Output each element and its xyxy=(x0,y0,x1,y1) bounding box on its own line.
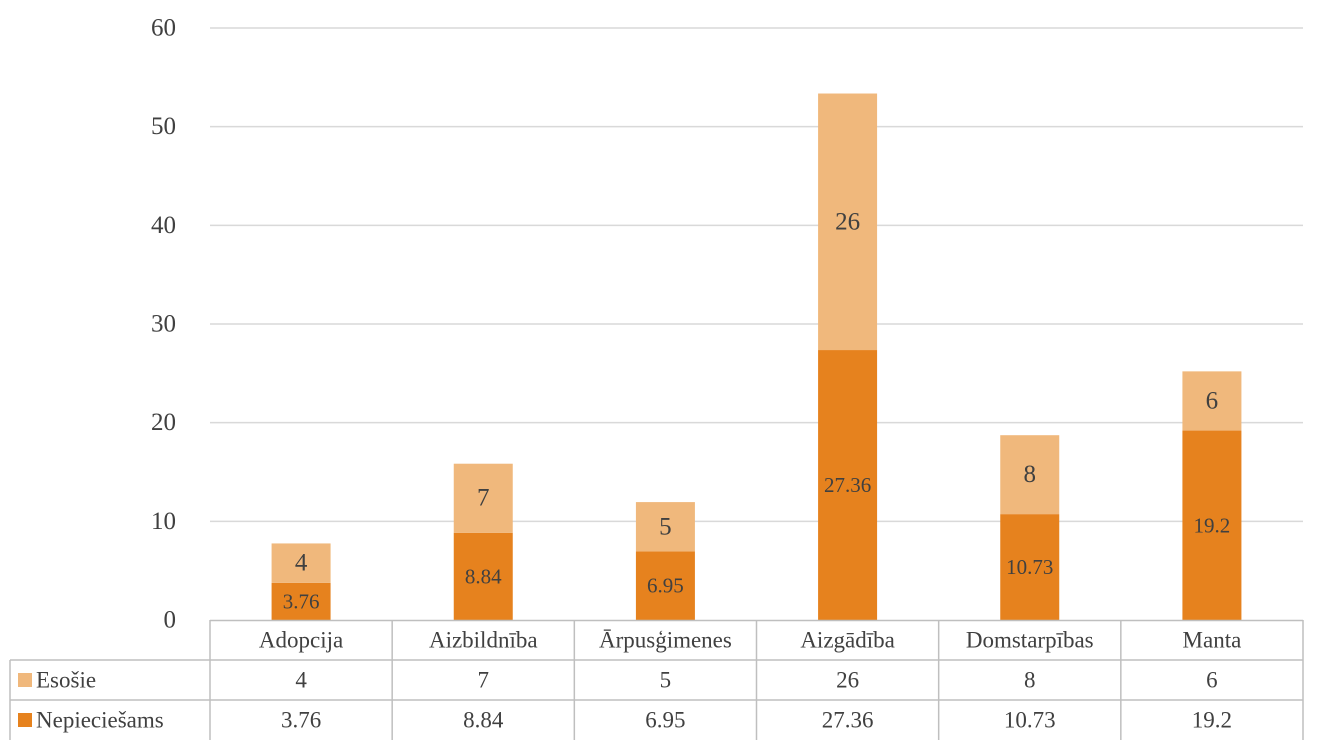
table-cell-value: 7 xyxy=(478,668,490,693)
x-category-label: Adopcija xyxy=(259,628,343,653)
bar-segment xyxy=(635,502,695,552)
bar-segment xyxy=(453,463,513,533)
data-label: 3.76 xyxy=(283,589,320,613)
data-label: 27.36 xyxy=(824,473,871,497)
y-tick-label: 60 xyxy=(151,15,176,42)
legend-label: Nepieciešams xyxy=(36,708,164,733)
table-cell-value: 8 xyxy=(1024,668,1036,693)
x-category-label: Manta xyxy=(1183,628,1242,653)
bar-segment xyxy=(635,551,695,620)
table-cell-value: 8.84 xyxy=(463,708,504,733)
table-cell-value: 5 xyxy=(660,668,672,693)
y-tick-label: 10 xyxy=(151,508,176,535)
data-label: 5 xyxy=(659,513,672,540)
data-labels: 3.76 4 8.84 7 6.95 5 27.36 26 10.73 8 19.2 6 xyxy=(283,208,1231,613)
legend-swatch xyxy=(18,673,32,687)
legend-label: Esošie xyxy=(36,668,96,693)
table-cell-value: 27.36 xyxy=(822,708,874,733)
data-label: 4 xyxy=(295,550,308,577)
y-tick-label: 40 xyxy=(151,212,176,239)
data-label: 6.95 xyxy=(647,574,684,598)
table-cell-value: 10.73 xyxy=(1004,708,1056,733)
data-label: 10.73 xyxy=(1006,555,1053,579)
x-category-label: Aizbildnība xyxy=(429,628,538,653)
bar-segment xyxy=(453,532,513,620)
gridlines xyxy=(210,27,1303,523)
data-label: 19.2 xyxy=(1194,513,1231,537)
y-axis: 0 10 20 30 40 50 60 xyxy=(151,15,176,634)
bars xyxy=(271,93,1242,620)
bar-segment xyxy=(271,543,331,583)
table-cell-value: 19.2 xyxy=(1192,708,1232,733)
data-label: 7 xyxy=(477,485,490,512)
data-label: 6 xyxy=(1206,387,1219,414)
bar-segment xyxy=(1000,514,1060,620)
data-label: 26 xyxy=(835,208,860,235)
table-cell-value: 3.76 xyxy=(281,708,321,733)
data-table: Adopcija Aizbildnība Ārpusģimenes Aizgādība… xyxy=(9,619,1304,740)
table-cell-value: 6 xyxy=(1206,668,1218,693)
x-category-label: Domstarpības xyxy=(966,628,1094,653)
data-label: 8 xyxy=(1024,461,1037,488)
x-category-label: Ārpusģimenes xyxy=(599,628,732,653)
data-label: 8.84 xyxy=(465,564,502,588)
bar-segment xyxy=(818,350,878,620)
y-tick-label: 50 xyxy=(151,113,176,140)
x-category-label: Aizgādība xyxy=(800,628,895,653)
table-cell-value: 4 xyxy=(295,668,307,693)
table-cell-value: 26 xyxy=(836,668,859,693)
bar-segment xyxy=(1000,435,1060,515)
table-cell-value: 6.95 xyxy=(645,708,685,733)
bar-segment xyxy=(1182,371,1242,431)
y-tick-label: 30 xyxy=(151,311,176,338)
y-tick-label: 20 xyxy=(151,409,176,436)
legend-swatch xyxy=(18,713,32,727)
y-tick-label: 0 xyxy=(164,607,177,634)
bar-segment xyxy=(818,93,878,351)
bar-segment xyxy=(271,582,331,620)
bar-segment xyxy=(1182,430,1242,620)
